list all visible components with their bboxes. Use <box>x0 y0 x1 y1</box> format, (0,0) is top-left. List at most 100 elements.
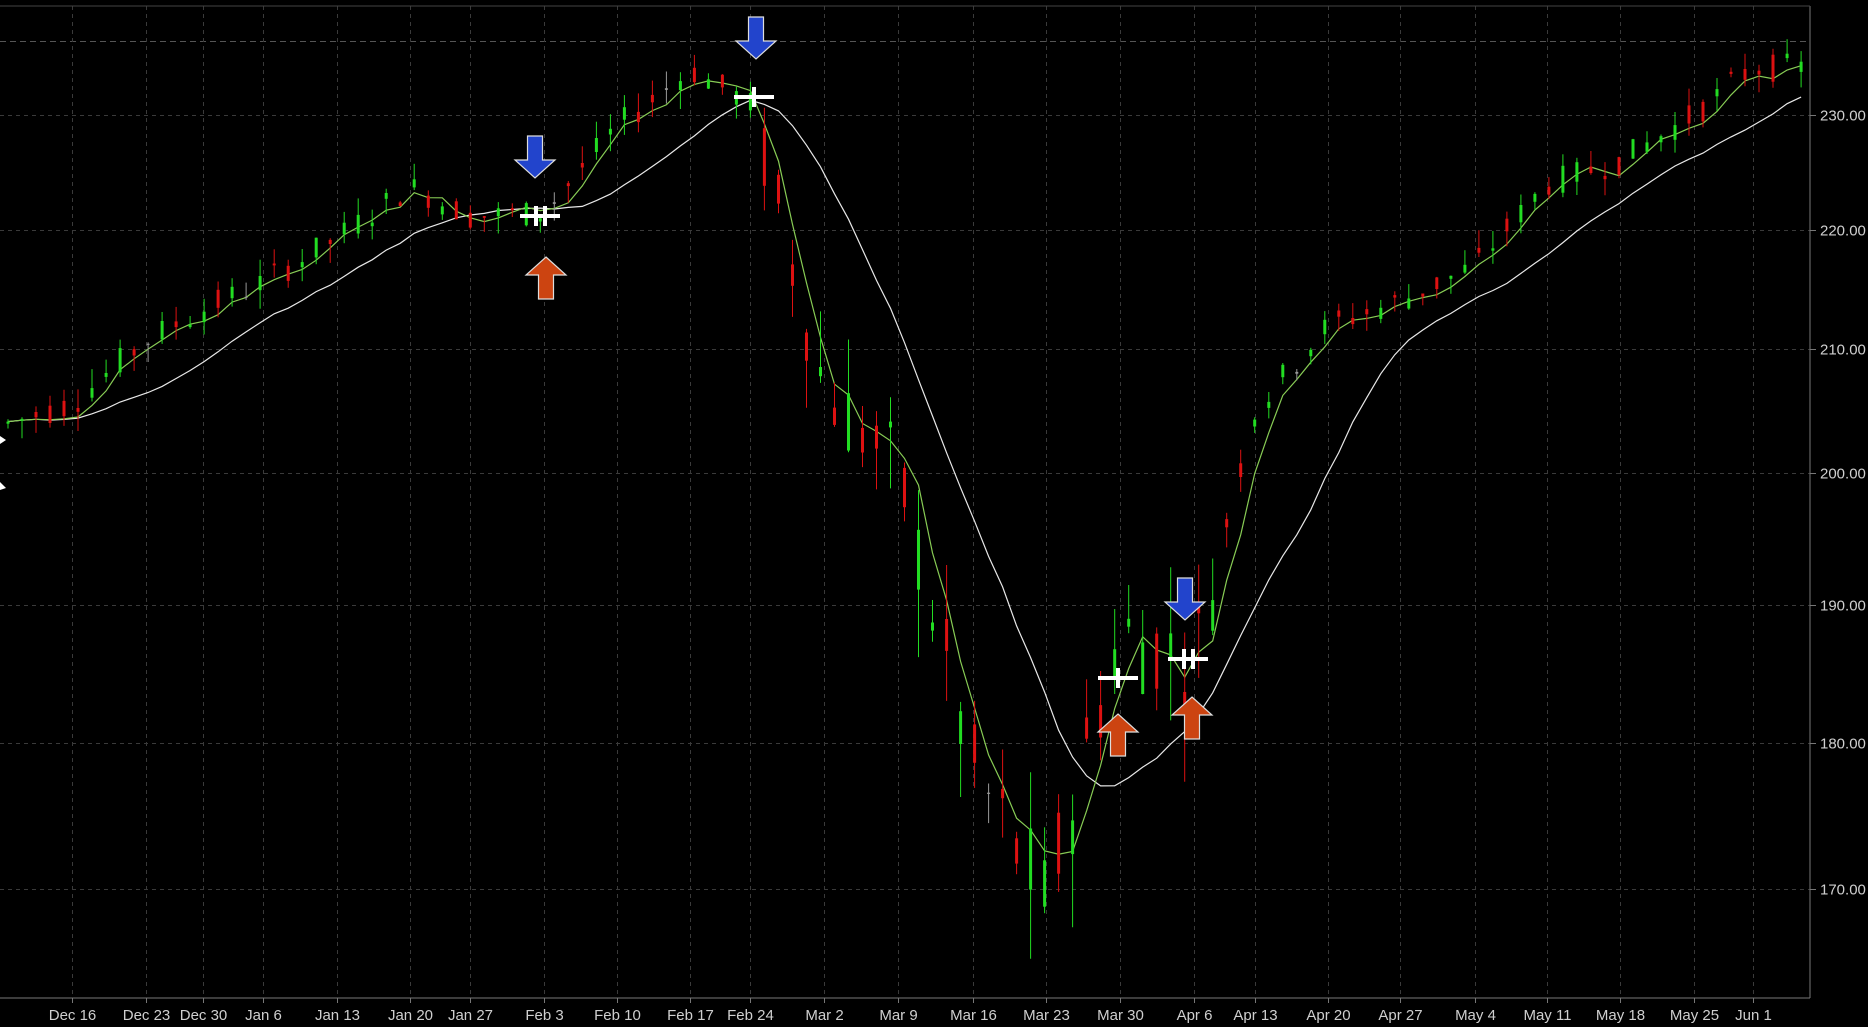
signal-cross-marker <box>1098 668 1138 688</box>
candle-body <box>608 128 612 135</box>
candle <box>692 54 696 86</box>
candle <box>1687 88 1691 136</box>
candle-body <box>1477 247 1481 253</box>
candle-body <box>1421 293 1425 297</box>
candle-body <box>1029 828 1033 890</box>
candle <box>412 163 416 191</box>
candle <box>833 382 836 427</box>
candle-body <box>426 195 430 208</box>
candle-body <box>188 324 192 328</box>
candle-body <box>1043 860 1047 907</box>
buy-signal-arrow <box>1096 713 1140 757</box>
candle-body <box>1015 838 1019 864</box>
candle-body <box>1225 519 1229 528</box>
candle <box>1449 275 1453 294</box>
signal-cross-marker <box>1168 649 1208 669</box>
candle <box>1491 231 1495 264</box>
x-tick-label: Jan 6 <box>245 1007 282 1024</box>
candle-body <box>917 529 920 590</box>
x-tick-label: Apr 27 <box>1378 1007 1422 1024</box>
candle-body <box>819 367 822 377</box>
candle <box>1673 112 1677 153</box>
candle-body <box>1673 125 1677 140</box>
candle-body <box>1659 136 1663 143</box>
candle-body <box>328 239 332 244</box>
candle <box>1085 679 1089 743</box>
candle-body <box>1519 205 1523 223</box>
candle-body <box>791 264 794 286</box>
candle <box>1701 99 1705 128</box>
candle-body <box>216 289 220 308</box>
candle-body <box>1239 463 1243 477</box>
candle-body <box>594 138 598 152</box>
x-tick-label: Feb 17 <box>667 1007 714 1024</box>
candle <box>1743 53 1747 87</box>
candle-body <box>552 202 556 204</box>
buy-arrow-shape <box>524 256 568 300</box>
candle <box>160 312 164 344</box>
candle-body <box>1267 401 1271 408</box>
x-tick-label: Dec 23 <box>123 1007 171 1024</box>
candle-body <box>160 321 164 340</box>
candle-body <box>636 111 640 123</box>
candle-body <box>1309 349 1313 357</box>
candle <box>973 700 977 788</box>
candle-body <box>692 67 696 83</box>
candle <box>1421 293 1425 306</box>
x-tick-label: Mar 16 <box>950 1007 997 1024</box>
candle-body <box>6 421 10 424</box>
candle <box>1603 162 1607 196</box>
candle <box>1505 211 1509 247</box>
candle <box>650 80 654 118</box>
candle <box>482 216 486 232</box>
candle-body <box>1379 307 1383 319</box>
candle <box>1771 48 1775 88</box>
candle-body <box>706 79 710 89</box>
candle <box>805 328 808 408</box>
candle-body <box>987 792 991 794</box>
candle-body <box>230 286 234 299</box>
candle <box>664 71 668 104</box>
candle <box>48 395 52 428</box>
candle-body <box>1715 89 1719 97</box>
candle <box>1281 363 1285 385</box>
candle-body <box>1141 642 1145 694</box>
candle <box>76 389 80 431</box>
candle <box>1141 610 1145 695</box>
candle-body <box>1351 318 1355 325</box>
candle <box>1393 291 1397 312</box>
candle <box>132 346 136 371</box>
candle-body <box>1729 71 1733 74</box>
candle <box>1155 627 1159 711</box>
candle-body <box>1281 364 1285 378</box>
candle <box>1519 194 1523 234</box>
candle <box>286 259 290 288</box>
candle-body <box>1407 298 1411 309</box>
x-tick-label: Mar 30 <box>1097 1007 1144 1024</box>
x-tick-label: May 11 <box>1523 1007 1571 1024</box>
candle-body <box>1785 53 1789 59</box>
candle <box>300 249 304 282</box>
candle-body <box>1799 61 1803 72</box>
candle-body <box>1491 248 1495 251</box>
candle-body <box>931 622 934 631</box>
candle <box>468 205 472 230</box>
candle <box>398 200 402 207</box>
left-edge-marker <box>0 482 6 490</box>
sell-signal-arrow <box>734 16 778 60</box>
candle-body <box>1505 218 1509 232</box>
y-tick-label: 180.00 <box>1820 736 1866 753</box>
candle-body <box>454 201 458 220</box>
x-tick-label: Feb 3 <box>525 1007 563 1024</box>
candle <box>917 490 920 658</box>
candle <box>875 411 878 490</box>
candle <box>777 169 780 214</box>
candle-body <box>342 222 346 235</box>
candle <box>594 121 598 160</box>
candle <box>174 306 178 340</box>
candle-body <box>412 179 416 188</box>
x-tick-label: Mar 23 <box>1023 1007 1070 1024</box>
candle <box>706 73 710 89</box>
x-tick-label: Apr 13 <box>1233 1007 1277 1024</box>
